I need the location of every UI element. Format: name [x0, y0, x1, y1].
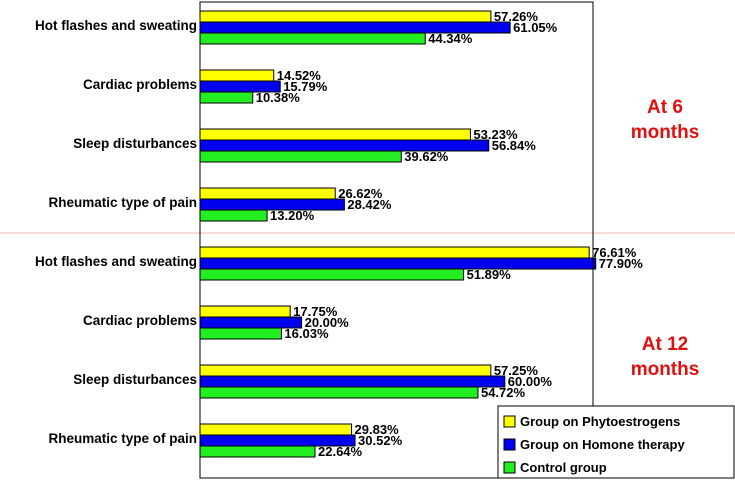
bar — [199, 268, 465, 281]
data-label: 60.00% — [508, 374, 553, 389]
bar — [199, 10, 492, 23]
legend-entry: Group on Homone therapy — [520, 437, 685, 452]
category-label: Hot flashes and sweating — [35, 18, 197, 33]
bar — [199, 69, 275, 82]
bar — [199, 386, 479, 399]
bar — [199, 150, 402, 163]
data-label: 15.79% — [283, 79, 328, 94]
data-label: 54.72% — [481, 385, 526, 400]
data-label: 29.83% — [355, 422, 400, 437]
data-label: 53.23% — [473, 127, 518, 142]
data-label: 39.62% — [404, 149, 449, 164]
data-label: 51.89% — [467, 267, 512, 282]
period-label: months — [631, 359, 700, 380]
bar — [199, 128, 471, 141]
legend-entry: Control group — [520, 460, 607, 475]
data-label: 13.20% — [270, 208, 315, 223]
bar — [199, 375, 506, 388]
category-label: Hot flashes and sweating — [35, 254, 197, 269]
category-label: Rheumatic type of pain — [48, 195, 197, 210]
bar — [199, 209, 268, 222]
bar — [199, 305, 291, 318]
legend: Group on Phytoestrogens Group on Homone t… — [497, 405, 735, 479]
data-label: 77.90% — [599, 256, 644, 271]
bar — [199, 32, 426, 45]
data-label: 26.62% — [338, 186, 383, 201]
category-label: Sleep disturbances — [73, 136, 197, 151]
legend-swatch — [503, 415, 516, 428]
bar — [199, 445, 316, 458]
bar — [199, 327, 282, 340]
category-label: Cardiac problems — [83, 77, 197, 92]
data-label: 56.84% — [492, 138, 537, 153]
data-label: 44.34% — [428, 31, 473, 46]
period-label: At 12 — [642, 334, 688, 355]
labels-layer: Hot flashes and sweating 57.26%61.05% 44.3… — [35, 9, 699, 459]
data-label: 22.64% — [318, 444, 363, 459]
legend-box — [497, 405, 735, 479]
bar — [199, 257, 597, 270]
bar — [199, 364, 492, 377]
legend-entry: Group on Phytoestrogens — [520, 414, 680, 429]
data-label: 16.03% — [284, 326, 329, 341]
data-label: 57.25% — [494, 363, 539, 378]
category-label: Cardiac problems — [83, 313, 197, 328]
data-label: 17.75% — [293, 304, 338, 319]
data-label: 76.61% — [592, 245, 637, 260]
category-label: Rheumatic type of pain — [48, 431, 197, 446]
period-label: months — [631, 122, 700, 143]
period-label: At 6 — [647, 97, 683, 118]
data-label: 28.42% — [347, 197, 392, 212]
data-label: 30.52% — [358, 433, 403, 448]
category-label: Sleep disturbances — [73, 372, 197, 387]
data-label: 14.52% — [277, 68, 322, 83]
plot-frame — [199, 1, 594, 479]
legend-swatch — [503, 461, 516, 474]
data-label: 20.00% — [305, 315, 350, 330]
legend-swatch — [503, 438, 516, 451]
bars-layer — [199, 10, 597, 458]
bar — [199, 423, 353, 436]
bar — [199, 246, 590, 259]
bar — [199, 91, 254, 104]
bar — [199, 187, 336, 200]
data-label: 57.26% — [494, 9, 539, 24]
data-label: 10.38% — [256, 90, 301, 105]
data-label: 61.05% — [513, 20, 558, 35]
